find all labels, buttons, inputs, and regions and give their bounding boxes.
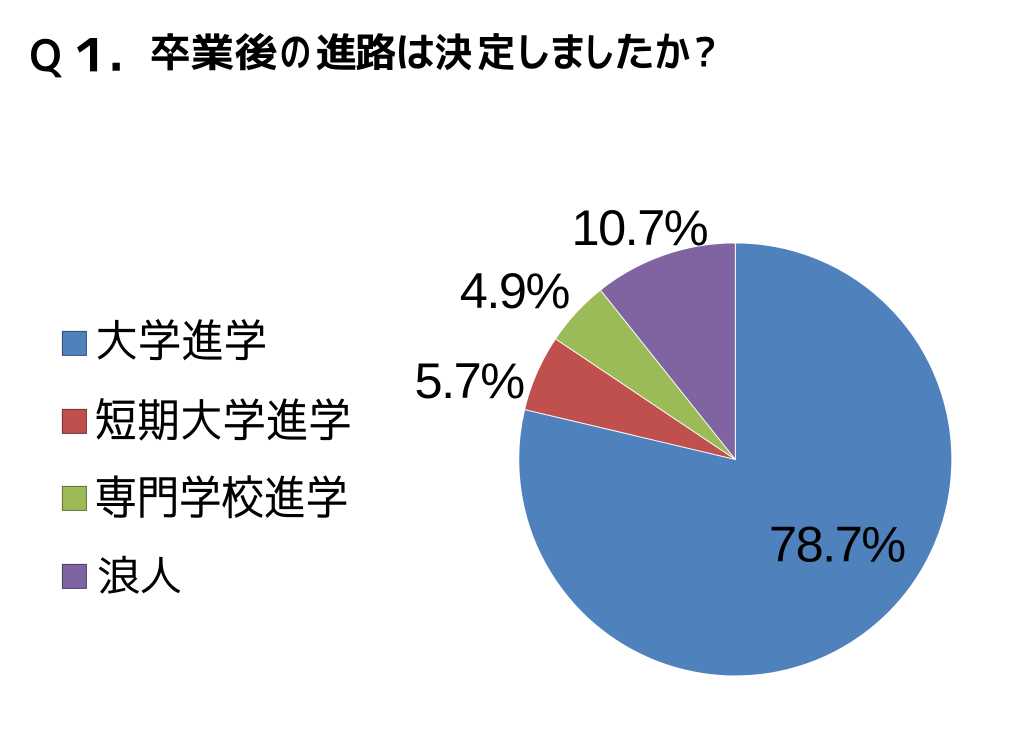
svg-text:4.9%: 4.9% — [460, 262, 570, 319]
svg-text:78.7%: 78.7% — [769, 516, 905, 573]
svg-text:5.7%: 5.7% — [415, 352, 525, 409]
svg-text:10.7%: 10.7% — [572, 199, 708, 256]
